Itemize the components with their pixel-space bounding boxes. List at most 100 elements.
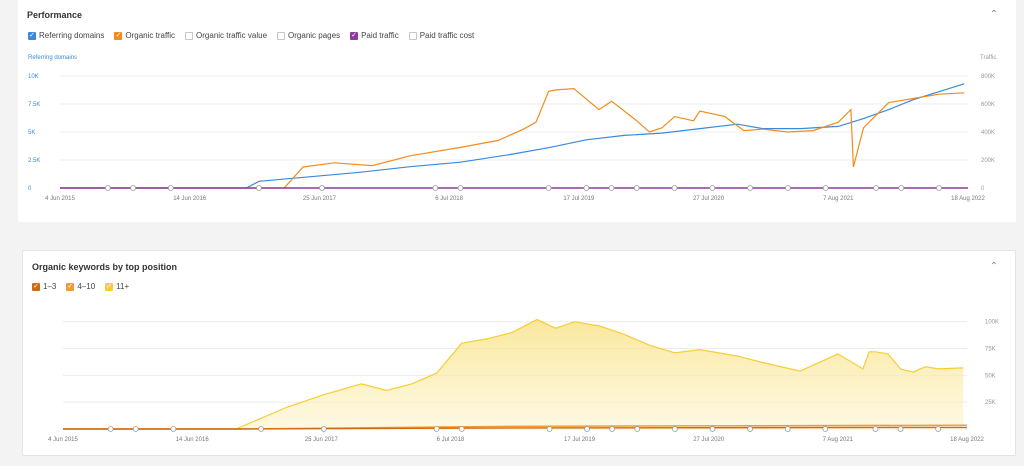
x-tick-label: 6 Jul 2018 — [435, 196, 463, 202]
legend-organic-traffic-value[interactable]: Organic traffic value — [185, 31, 267, 40]
annotation-marker — [167, 185, 174, 191]
annotation-marker — [107, 426, 114, 432]
legend-label: Referring domains — [39, 31, 105, 40]
annotation-marker — [822, 426, 829, 432]
right-axis-title: Traffic — [980, 55, 997, 61]
x-tick-label: 25 Jun 2017 — [305, 437, 339, 443]
keywords-legend: ✓ 1–3 ✓ 4–10 ✓ 11+ — [32, 282, 129, 291]
legend-paid-traffic[interactable]: ✓ Paid traffic — [350, 31, 399, 40]
y-tick-label: 100K — [985, 320, 999, 326]
annotation-marker — [709, 185, 716, 191]
performance-chart: 0 0 2.5K 200K 5K 400K 7.5K 600K 10K 800K 4 Jun 201… — [28, 74, 995, 202]
legend-label: Organic traffic value — [196, 31, 268, 40]
x-tick-label: 14 Jun 2016 — [173, 196, 207, 202]
legend-label: Organic traffic — [125, 31, 176, 40]
right-tick-label: 800K — [981, 74, 995, 80]
y-tick-label: 50K — [985, 373, 996, 379]
y-tick-label: 25K — [985, 400, 996, 406]
checkbox-organic-traffic-value[interactable] — [185, 31, 194, 40]
legend-pos-1-3[interactable]: ✓ 1–3 — [32, 282, 56, 291]
annotation-marker — [671, 185, 678, 191]
keywords-title: Organic keywords by top position — [32, 262, 178, 272]
legend-pos-11-plus[interactable]: ✓ 11+ — [105, 282, 129, 291]
annotation-marker — [170, 426, 177, 432]
annotation-marker — [130, 185, 136, 191]
legend-label: Paid traffic — [361, 31, 399, 40]
annotation-marker — [583, 185, 590, 191]
x-tick-label: 27 Jul 2020 — [693, 437, 725, 443]
x-tick-label: 7 Aug 2021 — [823, 196, 854, 202]
annotation-marker — [458, 426, 465, 432]
collapse-keywords-icon[interactable]: ⌃ — [989, 261, 999, 272]
collapse-performance-icon[interactable]: ⌃ — [989, 9, 999, 20]
series-line-organic-traffic — [60, 87, 965, 189]
annotation-marker — [633, 185, 640, 191]
annotation-marker — [784, 426, 791, 432]
annotation-marker — [104, 185, 111, 191]
annotation-marker — [608, 185, 615, 191]
annotation-marker — [747, 426, 753, 432]
x-tick-label: 6 Jul 2018 — [437, 437, 465, 443]
legend-organic-traffic[interactable]: ✓ Organic traffic — [114, 31, 175, 40]
annotation-marker — [634, 426, 641, 432]
checkbox-pos-4-10[interactable]: ✓ — [66, 282, 75, 291]
right-tick-label: 0 — [981, 186, 985, 192]
annotation-marker — [457, 185, 464, 191]
annotation-marker — [256, 185, 262, 191]
left-tick-label: 2.5K — [28, 158, 40, 164]
x-tick-label: 4 Jun 2015 — [45, 196, 75, 202]
legend-organic-pages[interactable]: Organic pages — [277, 31, 340, 40]
x-tick-label: 18 Aug 2022 — [950, 437, 984, 443]
annotation-marker — [546, 426, 553, 432]
annotation-marker — [258, 426, 265, 432]
x-tick-label: 18 Aug 2022 — [951, 196, 985, 202]
checkbox-organic-traffic[interactable]: ✓ — [114, 31, 123, 40]
annotation-marker — [320, 426, 327, 432]
annotation-marker — [872, 426, 879, 432]
checkbox-referring-domains[interactable]: ✓ — [28, 31, 36, 40]
annotation-marker — [897, 426, 904, 432]
x-tick-label: 17 Jul 2019 — [564, 437, 596, 443]
right-tick-label: 600K — [981, 102, 995, 108]
annotation-marker — [671, 426, 678, 432]
annotation-marker — [709, 426, 716, 432]
keywords-panel: Organic keywords by top position ⌃ ✓ 1–3 … — [22, 250, 1016, 456]
checkbox-paid-traffic-cost[interactable] — [408, 31, 417, 40]
annotation-marker — [873, 185, 879, 191]
annotation-marker — [898, 185, 905, 191]
checkbox-paid-traffic[interactable]: ✓ — [350, 31, 359, 40]
annotation-marker — [747, 185, 754, 191]
annotation-marker — [432, 185, 439, 191]
annotation-marker — [132, 426, 139, 432]
legend-label: Organic pages — [288, 31, 341, 40]
annotation-marker — [822, 185, 829, 191]
left-tick-label: 0 — [28, 186, 32, 192]
legend-referring-domains[interactable]: ✓ Referring domains — [28, 31, 104, 40]
left-axis-title: Referring domains — [28, 55, 78, 61]
series-line-1–3 — [63, 426, 968, 430]
performance-legend: ✓ Referring domains ✓ Organic traffic Orga… — [28, 31, 474, 40]
left-tick-label: 10K — [28, 74, 39, 80]
legend-pos-4-10[interactable]: ✓ 4–10 — [66, 282, 95, 291]
x-tick-label: 7 Aug 2021 — [823, 437, 854, 443]
series-line-11-plus — [63, 318, 964, 430]
annotation-marker — [785, 185, 791, 191]
series-area-11-plus — [63, 319, 964, 429]
annotation-marker — [545, 185, 552, 191]
legend-paid-traffic-cost[interactable]: Paid traffic cost — [408, 31, 475, 40]
keywords-chart: 25K 50K 75K 100K 4 Jun 2015 14 Jun 2016 25 Jun… — [48, 318, 999, 443]
annotation-marker — [319, 185, 325, 191]
annotation-marker — [936, 185, 942, 191]
x-tick-label: 4 Jun 2015 — [48, 437, 78, 443]
legend-label: Paid traffic cost — [419, 31, 475, 40]
checkbox-pos-1-3[interactable]: ✓ — [32, 282, 40, 291]
legend-label: 1–3 — [43, 282, 57, 291]
left-tick-label: 5K — [28, 130, 35, 136]
checkbox-pos-11-plus[interactable]: ✓ — [105, 282, 114, 291]
checkbox-organic-pages[interactable] — [277, 31, 286, 40]
annotation-marker — [609, 426, 616, 432]
left-tick-label: 7.5K — [28, 102, 40, 108]
legend-label: 4–10 — [77, 282, 96, 291]
performance-title: Performance — [27, 10, 83, 20]
annotation-marker — [935, 426, 942, 432]
